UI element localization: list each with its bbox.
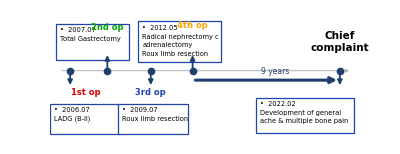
Text: •  2006.07
LADG (B-II): • 2006.07 LADG (B-II) xyxy=(54,107,90,122)
Text: 3rd op: 3rd op xyxy=(136,88,166,97)
Text: •  2022.02
Development of general
ache & multiple bone pain: • 2022.02 Development of general ache & … xyxy=(260,101,348,124)
Text: 1st op: 1st op xyxy=(71,88,100,97)
Text: •  2012.05
Radical nephrectomy c
adrenalectomy
Roux limb resection: • 2012.05 Radical nephrectomy c adrenale… xyxy=(142,25,219,57)
Text: 4th op: 4th op xyxy=(177,21,208,30)
Text: Chief
complaint: Chief complaint xyxy=(310,31,369,53)
Text: 9 years: 9 years xyxy=(261,67,290,76)
Text: •  2007.07
Total Gastrectomy: • 2007.07 Total Gastrectomy xyxy=(60,27,121,42)
FancyBboxPatch shape xyxy=(256,98,354,133)
Text: •  2009.07
Roux limb resection: • 2009.07 Roux limb resection xyxy=(122,107,188,122)
FancyBboxPatch shape xyxy=(118,104,188,134)
FancyBboxPatch shape xyxy=(56,24,129,60)
FancyBboxPatch shape xyxy=(138,21,220,62)
FancyBboxPatch shape xyxy=(50,104,120,134)
Text: 2nd op: 2nd op xyxy=(91,23,124,32)
